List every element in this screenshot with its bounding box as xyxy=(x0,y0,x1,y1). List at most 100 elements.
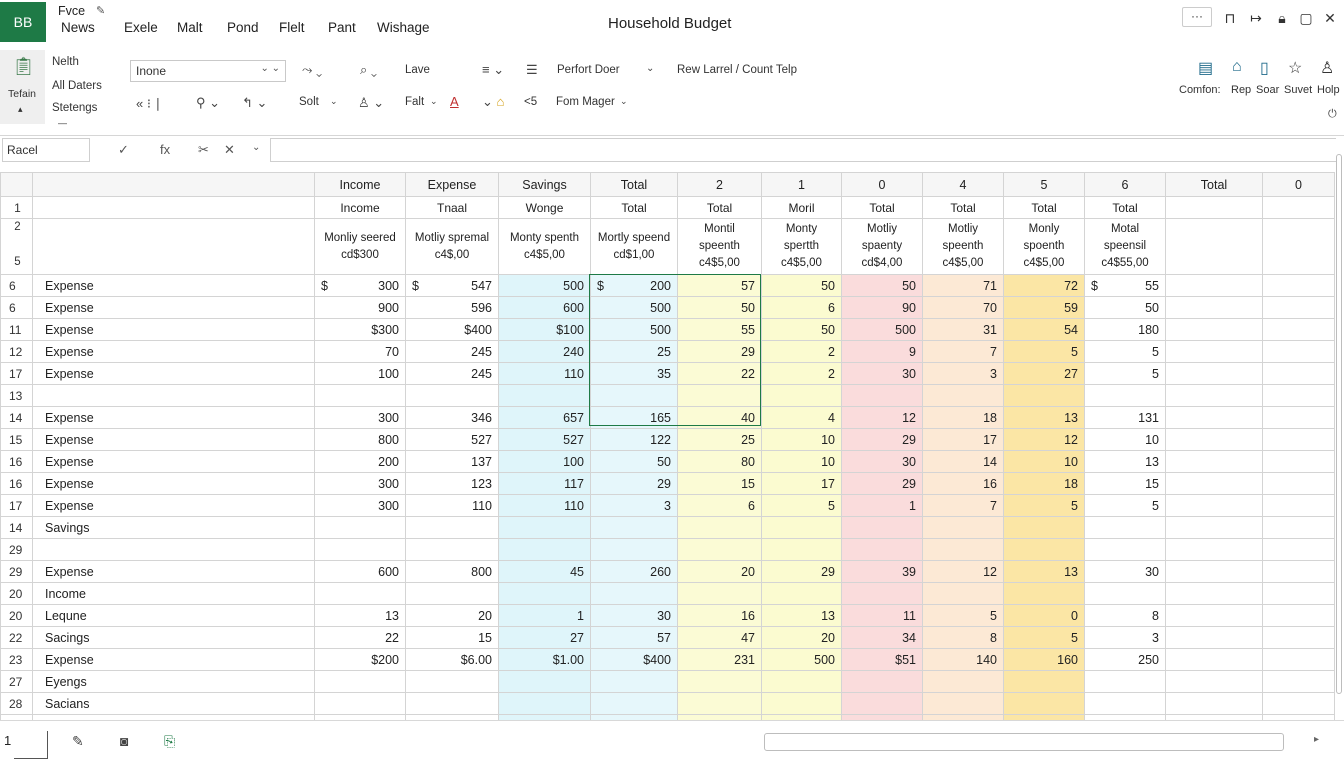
cell[interactable] xyxy=(590,384,678,407)
row-number[interactable]: 14 xyxy=(0,406,33,429)
row-number[interactable]: 20 xyxy=(0,582,33,605)
ribbon-rew-larrel[interactable]: Rew Larrel / Count Telp xyxy=(677,64,797,76)
cell[interactable]: $400 xyxy=(405,318,499,341)
cell[interactable]: 16 xyxy=(922,472,1004,495)
cell[interactable]: 70 xyxy=(922,296,1004,319)
cell[interactable] xyxy=(590,692,678,715)
cell[interactable] xyxy=(1003,384,1085,407)
cell[interactable] xyxy=(1165,384,1263,407)
menu-malt[interactable]: Malt xyxy=(177,20,203,35)
cell[interactable]: Wonge xyxy=(498,196,591,219)
dropdown-icon[interactable]: ⌄ xyxy=(252,142,261,153)
cell[interactable] xyxy=(677,384,762,407)
row-number[interactable]: 23 xyxy=(0,648,33,671)
cell[interactable]: 500 xyxy=(590,318,678,341)
cell[interactable] xyxy=(314,670,406,693)
cell[interactable] xyxy=(498,538,591,561)
cell[interactable] xyxy=(1165,296,1263,319)
cell[interactable]: 3 xyxy=(590,494,678,517)
column-header[interactable]: Savings xyxy=(498,172,591,197)
cell[interactable] xyxy=(405,670,499,693)
cell[interactable] xyxy=(1003,582,1085,605)
lock-icon[interactable]: 🔒︎ xyxy=(1278,10,1286,26)
cell[interactable] xyxy=(590,670,678,693)
cell[interactable]: 57 xyxy=(677,274,762,297)
column-header[interactable]: 2 xyxy=(677,172,762,197)
cell[interactable] xyxy=(1262,340,1335,363)
share-icon[interactable]: ↦ xyxy=(1250,10,1262,26)
cell[interactable]: 5 xyxy=(1084,340,1166,363)
wrap-icon[interactable]: ☰ xyxy=(526,62,538,77)
cell[interactable]: Total xyxy=(1084,196,1166,219)
cell[interactable] xyxy=(1262,450,1335,473)
cell[interactable] xyxy=(590,538,678,561)
cell[interactable]: 1 xyxy=(841,494,923,517)
cell[interactable]: 110 xyxy=(405,494,499,517)
restore-icon[interactable]: ⊓ xyxy=(1224,10,1236,26)
cell[interactable]: Montil speenth c4$5,00 xyxy=(677,218,762,275)
row-number[interactable]: 12 xyxy=(0,340,33,363)
cell[interactable]: $6.00 xyxy=(405,648,499,671)
row-label-cell[interactable]: Expense xyxy=(32,274,315,297)
cell[interactable] xyxy=(590,582,678,605)
ribbon-falt[interactable]: Falt xyxy=(405,96,425,108)
cell[interactable] xyxy=(498,670,591,693)
cell[interactable] xyxy=(922,516,1004,539)
star-icon[interactable]: ☆ xyxy=(1288,60,1303,77)
cell[interactable] xyxy=(314,384,406,407)
cell[interactable]: 245 xyxy=(405,340,499,363)
row-label-cell[interactable]: Sacians xyxy=(32,692,315,715)
vertical-scrollbar[interactable] xyxy=(1334,148,1344,720)
row-number[interactable]: 15 xyxy=(0,428,33,451)
ribbon-nelth[interactable]: Nelth xyxy=(52,56,79,68)
cell[interactable]: 22 xyxy=(677,362,762,385)
font-color-icon[interactable]: A xyxy=(450,94,459,109)
name-box[interactable]: Racel xyxy=(2,138,90,162)
cell[interactable]: 260 xyxy=(590,560,678,583)
cell[interactable] xyxy=(1165,538,1263,561)
cell[interactable] xyxy=(1165,626,1263,649)
cell[interactable]: 54 xyxy=(1003,318,1085,341)
ribbon-stetengs[interactable]: Stetengs xyxy=(52,102,98,114)
cell[interactable] xyxy=(841,692,923,715)
cell[interactable] xyxy=(1262,648,1335,671)
cell[interactable]: 300 xyxy=(314,406,406,429)
cell[interactable]: 346 xyxy=(405,406,499,429)
font-name-select[interactable]: Inone ⌄ ⌄ xyxy=(130,60,286,82)
cell[interactable]: 15 xyxy=(1084,472,1166,495)
cell[interactable]: 117 xyxy=(498,472,591,495)
cell[interactable]: 3 xyxy=(1084,626,1166,649)
comment-icon[interactable]: ▤ xyxy=(1198,60,1214,77)
cell[interactable] xyxy=(1262,516,1335,539)
cell[interactable] xyxy=(1262,560,1335,583)
cell[interactable]: 29 xyxy=(590,472,678,495)
cell[interactable] xyxy=(405,582,499,605)
cell[interactable] xyxy=(841,670,923,693)
cell[interactable]: 245 xyxy=(405,362,499,385)
cell[interactable] xyxy=(1084,516,1166,539)
menu-news[interactable]: News xyxy=(61,20,95,35)
sheet-tab[interactable] xyxy=(14,731,48,759)
cell[interactable] xyxy=(677,582,762,605)
cell[interactable]: 59 xyxy=(1003,296,1085,319)
cell[interactable]: 200 xyxy=(314,450,406,473)
cell[interactable]: $547 xyxy=(405,274,499,297)
row-number[interactable]: 28 xyxy=(0,692,33,715)
horizontal-scrollbar[interactable] xyxy=(764,733,1284,751)
cell[interactable]: Mortly speend cd$1,00 xyxy=(590,218,678,275)
cell[interactable]: 20 xyxy=(405,604,499,627)
cell[interactable]: 5 xyxy=(1084,494,1166,517)
share-arrow-icon[interactable]: ⤳ ⌄ xyxy=(302,62,323,77)
cell[interactable] xyxy=(1165,670,1263,693)
cell[interactable]: 12 xyxy=(1003,428,1085,451)
row-number[interactable]: 29 xyxy=(0,538,33,561)
cell[interactable] xyxy=(1262,582,1335,605)
cell[interactable]: 10 xyxy=(1084,428,1166,451)
cell[interactable]: 90 xyxy=(841,296,923,319)
ribbon-solt[interactable]: Solt xyxy=(299,96,319,108)
cell[interactable]: Motliy speenth c4$5,00 xyxy=(922,218,1004,275)
cell[interactable]: 27 xyxy=(498,626,591,649)
column-header[interactable]: Expense xyxy=(405,172,499,197)
cell[interactable] xyxy=(1262,406,1335,429)
row-number[interactable]: 14 xyxy=(0,516,33,539)
